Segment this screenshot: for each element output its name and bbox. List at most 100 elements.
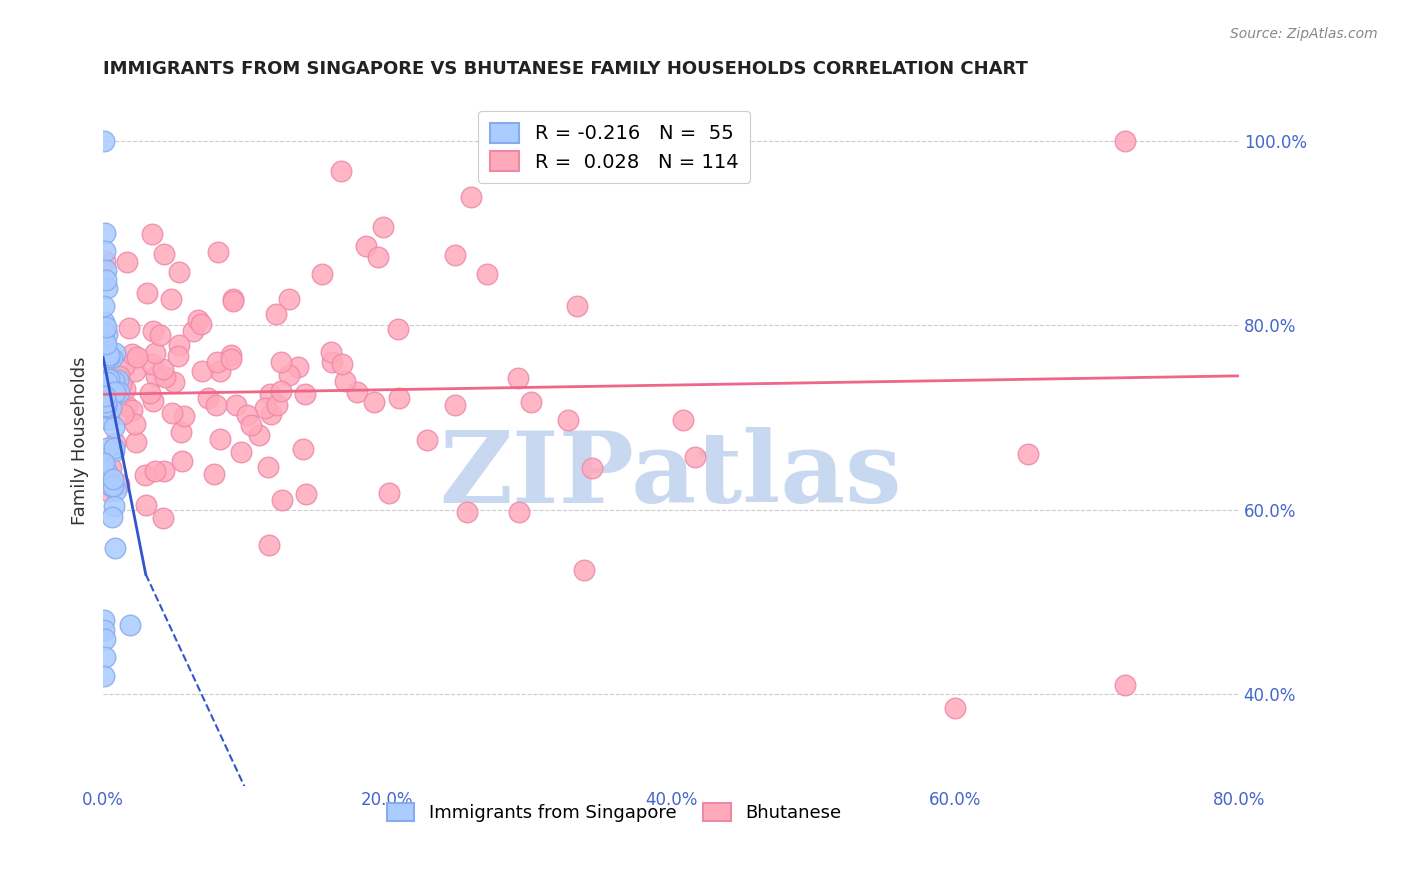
Point bbox=[387, 322, 409, 336]
Point bbox=[294, 487, 316, 501]
Point bbox=[181, 324, 204, 338]
Point bbox=[371, 220, 394, 235]
Point bbox=[101, 389, 124, 403]
Point bbox=[112, 359, 135, 373]
Point bbox=[101, 509, 124, 524]
Point bbox=[93, 412, 115, 426]
Point bbox=[170, 454, 193, 468]
Point bbox=[222, 293, 245, 308]
Point bbox=[94, 320, 117, 334]
Point bbox=[149, 327, 172, 342]
Text: ZIPatlas: ZIPatlas bbox=[440, 426, 903, 524]
Point bbox=[354, 239, 377, 253]
Point bbox=[125, 350, 148, 364]
Point bbox=[108, 477, 131, 491]
Point bbox=[93, 614, 115, 628]
Point bbox=[1114, 678, 1136, 692]
Point bbox=[278, 368, 301, 382]
Point bbox=[169, 425, 191, 439]
Point bbox=[124, 364, 146, 378]
Point bbox=[143, 346, 166, 360]
Point bbox=[97, 484, 120, 499]
Point bbox=[683, 450, 706, 464]
Point bbox=[104, 436, 127, 450]
Point bbox=[100, 401, 122, 416]
Point bbox=[311, 267, 333, 281]
Point bbox=[287, 359, 309, 374]
Point bbox=[567, 299, 589, 313]
Point bbox=[167, 338, 190, 352]
Point bbox=[321, 345, 343, 359]
Point bbox=[107, 373, 129, 387]
Point bbox=[257, 459, 280, 474]
Y-axis label: Family Households: Family Households bbox=[72, 356, 89, 524]
Point bbox=[142, 393, 165, 408]
Point bbox=[247, 428, 270, 442]
Point bbox=[110, 377, 132, 392]
Point bbox=[93, 384, 115, 398]
Text: IMMIGRANTS FROM SINGAPORE VS BHUTANESE FAMILY HOUSEHOLDS CORRELATION CHART: IMMIGRANTS FROM SINGAPORE VS BHUTANESE F… bbox=[103, 60, 1028, 78]
Point bbox=[94, 244, 117, 259]
Point bbox=[508, 371, 530, 385]
Point bbox=[98, 412, 121, 426]
Point bbox=[162, 375, 184, 389]
Point bbox=[115, 399, 138, 413]
Point bbox=[943, 701, 966, 715]
Point bbox=[572, 563, 595, 577]
Point bbox=[270, 492, 292, 507]
Point bbox=[93, 373, 115, 387]
Point bbox=[100, 478, 122, 492]
Point bbox=[136, 285, 159, 300]
Point bbox=[101, 351, 124, 365]
Point bbox=[103, 500, 125, 514]
Point bbox=[239, 418, 262, 433]
Point bbox=[266, 306, 288, 320]
Legend: Immigrants from Singapore, Bhutanese: Immigrants from Singapore, Bhutanese bbox=[377, 792, 852, 833]
Point bbox=[460, 190, 482, 204]
Point bbox=[103, 443, 125, 458]
Point bbox=[96, 398, 118, 412]
Point bbox=[93, 456, 115, 470]
Point bbox=[93, 254, 115, 268]
Point bbox=[121, 347, 143, 361]
Point bbox=[173, 409, 195, 423]
Point bbox=[145, 368, 167, 383]
Point bbox=[581, 460, 603, 475]
Point bbox=[93, 226, 115, 240]
Point bbox=[477, 267, 499, 281]
Point bbox=[100, 461, 122, 475]
Point bbox=[134, 468, 156, 483]
Point bbox=[142, 324, 165, 338]
Point bbox=[225, 398, 247, 412]
Point bbox=[94, 395, 117, 409]
Point bbox=[456, 505, 478, 519]
Point bbox=[254, 401, 277, 416]
Point bbox=[444, 248, 467, 262]
Point bbox=[236, 408, 259, 422]
Point bbox=[118, 617, 141, 632]
Point bbox=[94, 401, 117, 415]
Point bbox=[93, 134, 115, 148]
Point bbox=[98, 351, 121, 365]
Point bbox=[330, 164, 353, 178]
Point bbox=[208, 432, 231, 446]
Point bbox=[118, 321, 141, 335]
Point bbox=[93, 669, 115, 683]
Point bbox=[160, 293, 183, 307]
Point bbox=[141, 357, 163, 371]
Point bbox=[111, 407, 134, 421]
Point bbox=[101, 472, 124, 486]
Point bbox=[93, 315, 115, 329]
Point bbox=[104, 483, 127, 498]
Point bbox=[205, 398, 228, 412]
Point bbox=[93, 623, 115, 637]
Point bbox=[202, 467, 225, 482]
Point bbox=[94, 262, 117, 277]
Point bbox=[152, 362, 174, 376]
Point bbox=[124, 417, 146, 431]
Point bbox=[121, 403, 143, 417]
Point bbox=[107, 385, 129, 400]
Point bbox=[143, 464, 166, 478]
Point bbox=[519, 394, 541, 409]
Point bbox=[444, 398, 467, 412]
